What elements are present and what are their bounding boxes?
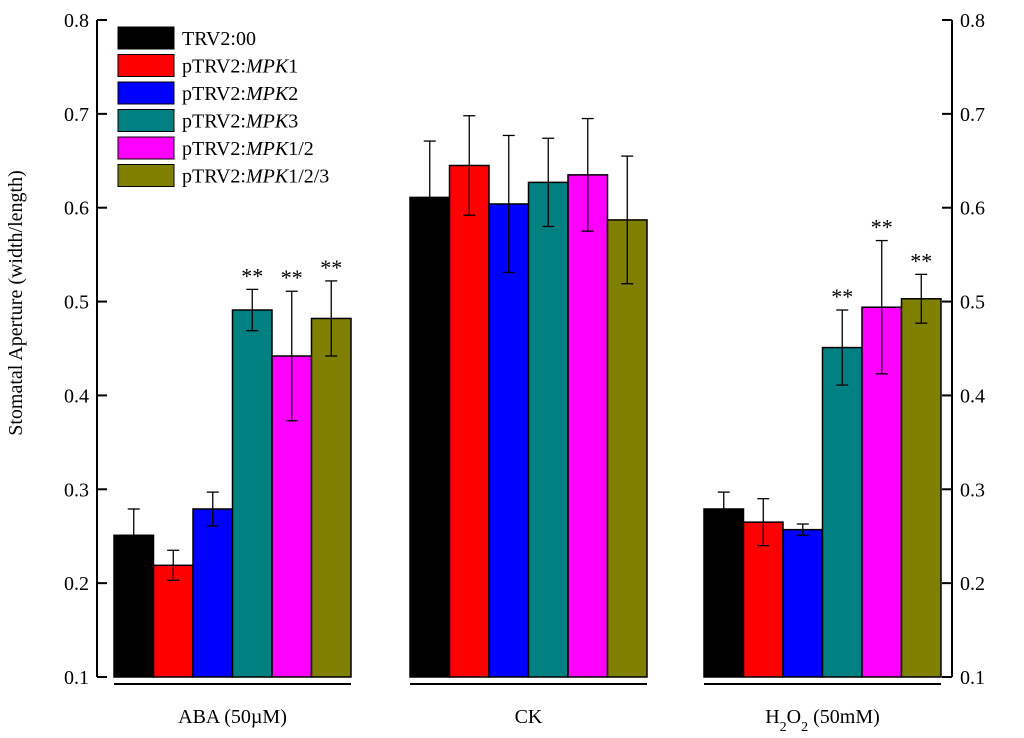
legend-label: pTRV2:MPK3 bbox=[182, 111, 298, 133]
bar bbox=[900, 298, 942, 678]
y-tick-label-right: 0.2 bbox=[960, 573, 985, 595]
legend: TRV2:00 pTRV2:MPK1 pTRV2:MPK2 pTRV2:MPK3 pTR… bbox=[117, 26, 329, 188]
legend-swatch bbox=[117, 136, 175, 160]
significance-label: ** bbox=[831, 284, 853, 309]
bar bbox=[310, 317, 352, 678]
bar bbox=[782, 528, 824, 678]
y-tick-label-left: 0.4 bbox=[64, 385, 89, 407]
bar bbox=[606, 219, 648, 678]
bars bbox=[113, 115, 942, 678]
y-axis-title: Stomatal Aperture (width/length) bbox=[5, 170, 27, 436]
bar bbox=[192, 508, 234, 678]
legend-swatch bbox=[117, 164, 175, 187]
legend-label: TRV2:00 bbox=[182, 28, 256, 50]
bar bbox=[567, 174, 609, 678]
legend-label: pTRV2:MPK1/2/3 bbox=[182, 166, 329, 188]
significance-label: ** bbox=[320, 255, 342, 280]
bar bbox=[488, 203, 530, 678]
y-tick-label-right: 0.3 bbox=[960, 479, 985, 501]
y-tick-label-right: 0.8 bbox=[960, 10, 985, 32]
y-tick-label-right: 0.4 bbox=[960, 385, 985, 407]
y-tick-label-left: 0.1 bbox=[64, 667, 89, 689]
y-tick-label-left: 0.2 bbox=[64, 573, 89, 595]
y-tick-label-left: 0.5 bbox=[64, 292, 89, 314]
significance-label: ** bbox=[241, 263, 263, 288]
bar bbox=[409, 196, 451, 678]
significance-label: ** bbox=[281, 265, 303, 290]
group-label: CK bbox=[515, 706, 543, 728]
y-tick-label-left: 0.6 bbox=[64, 198, 89, 220]
legend-label: pTRV2:MPK1/2 bbox=[182, 138, 314, 160]
legend-swatch bbox=[117, 26, 175, 50]
y-tick-label-right: 0.7 bbox=[960, 104, 985, 126]
y-tick-label-left: 0.8 bbox=[64, 10, 89, 32]
significance-label: ** bbox=[910, 248, 932, 273]
legend-label: pTRV2:MPK1 bbox=[182, 56, 298, 78]
significance-label: ** bbox=[871, 215, 893, 240]
y-tick-label-left: 0.7 bbox=[64, 104, 89, 126]
bar bbox=[703, 508, 745, 678]
legend-swatch bbox=[117, 81, 175, 105]
axes bbox=[96, 19, 953, 685]
legend-swatch bbox=[117, 109, 175, 132]
group-label: H2O2 (50mM) bbox=[765, 706, 880, 735]
bar bbox=[527, 181, 569, 678]
legend-swatch bbox=[117, 54, 175, 77]
labels: 0.1 0.1 0.2 0.2 0.3 0.3 0.4 0.4 0.5 0.5 0.6 0.6 0.7 0… bbox=[64, 10, 985, 735]
bar bbox=[231, 309, 273, 678]
bar bbox=[448, 164, 490, 678]
bar bbox=[152, 564, 194, 678]
y-tick-label-right: 0.5 bbox=[960, 292, 985, 314]
y-tick-label-right: 0.6 bbox=[960, 198, 985, 220]
bar bbox=[821, 346, 863, 678]
group-label: ABA (50µM) bbox=[178, 706, 287, 728]
legend-label: pTRV2:MPK2 bbox=[182, 83, 298, 105]
y-tick-label-right: 0.1 bbox=[960, 667, 985, 689]
y-tick-label-left: 0.3 bbox=[64, 479, 89, 501]
